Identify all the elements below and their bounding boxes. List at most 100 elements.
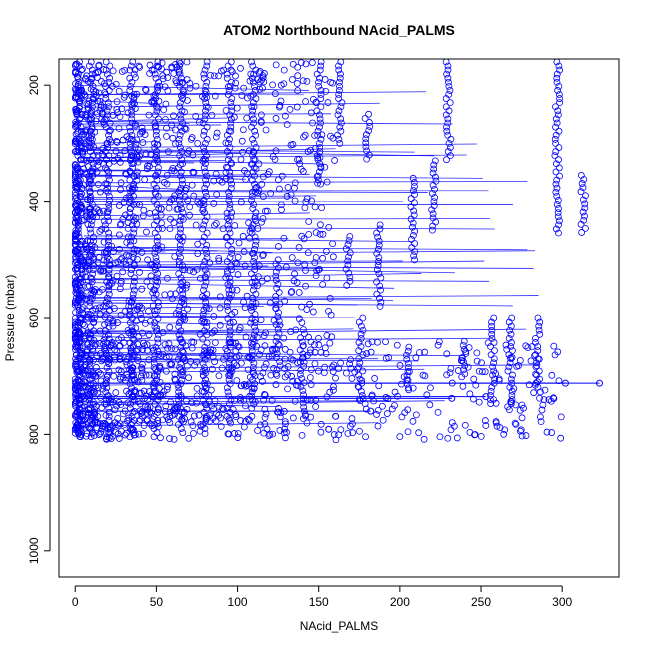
data-point: [105, 266, 113, 274]
data-point: [151, 372, 159, 380]
data-point: [376, 294, 383, 302]
data-point: [155, 115, 162, 123]
data-point: [321, 163, 329, 171]
data-point: [90, 318, 98, 326]
data-point: [148, 98, 156, 106]
data-point: [312, 229, 320, 237]
data-point: [150, 346, 158, 354]
data-point: [421, 348, 429, 356]
data-point: [134, 146, 142, 153]
data-point: [274, 325, 282, 333]
data-point: [108, 82, 116, 90]
data-point: [230, 113, 238, 121]
data-point: [443, 156, 450, 164]
data-point: [335, 135, 343, 143]
data-point: [77, 139, 85, 147]
data-point: [249, 148, 257, 155]
data-point: [154, 84, 161, 92]
profile-connector: [87, 117, 232, 123]
data-point: [272, 354, 280, 361]
data-point: [314, 179, 322, 187]
data-point: [336, 123, 344, 131]
data-point: [154, 270, 162, 278]
data-point: [464, 363, 472, 371]
data-point: [222, 345, 230, 352]
data-point: [312, 145, 319, 152]
data-point: [152, 171, 160, 179]
data-point: [178, 347, 186, 355]
data-point: [126, 87, 134, 94]
data-point: [294, 359, 301, 367]
data-point: [206, 259, 214, 267]
data-point: [289, 414, 297, 422]
data-point: [175, 258, 183, 265]
data-point: [226, 323, 233, 331]
data-point: [103, 70, 111, 78]
data-point: [199, 237, 207, 245]
data-point: [411, 183, 418, 190]
data-point: [477, 432, 485, 440]
data-point: [518, 414, 526, 422]
profile-connector: [87, 400, 390, 403]
data-point: [117, 373, 124, 381]
data-point: [383, 410, 391, 417]
data-point: [225, 371, 233, 379]
data-point: [337, 70, 344, 78]
data-point: [210, 312, 218, 320]
data-point: [293, 279, 301, 286]
data-point: [296, 371, 304, 378]
data-point: [104, 99, 112, 107]
data-point: [201, 258, 209, 265]
data-point: [213, 129, 221, 137]
data-point: [553, 70, 561, 78]
data-point: [211, 221, 218, 229]
data-point: [179, 286, 186, 294]
data-point: [260, 70, 268, 77]
data-point: [169, 134, 177, 142]
data-point: [212, 133, 220, 141]
x-tick-label: 50: [150, 595, 164, 609]
data-point: [362, 139, 370, 147]
data-point: [200, 144, 208, 151]
data-point: [82, 432, 90, 440]
data-point: [228, 249, 236, 257]
data-point: [126, 194, 134, 202]
data-point: [134, 354, 142, 362]
data-point: [154, 158, 162, 165]
data-point: [127, 127, 134, 135]
data-point: [250, 119, 258, 127]
data-point: [177, 115, 185, 123]
data-point: [154, 423, 162, 431]
data-point: [227, 159, 235, 167]
data-point: [202, 415, 210, 422]
data-point: [237, 198, 245, 206]
data-point: [300, 403, 308, 411]
data-point: [73, 265, 81, 272]
data-point: [81, 262, 89, 270]
data-point: [301, 261, 309, 269]
data-point: [225, 83, 232, 91]
data-point: [203, 349, 210, 357]
data-point: [349, 429, 357, 437]
data-point: [177, 380, 185, 388]
data-point: [215, 403, 223, 410]
data-point: [250, 201, 257, 208]
data-point: [174, 233, 182, 241]
data-point: [255, 69, 263, 77]
data-point: [203, 249, 211, 257]
data-point: [252, 188, 259, 196]
data-point: [287, 191, 295, 199]
data-point: [511, 419, 519, 427]
data-point: [373, 278, 381, 286]
data-point: [299, 395, 307, 403]
data-point: [87, 127, 95, 135]
data-point: [132, 324, 140, 332]
data-point: [415, 429, 423, 437]
data-point: [216, 304, 224, 312]
data-point: [579, 196, 587, 204]
data-point: [94, 259, 102, 266]
data-point: [130, 172, 138, 180]
data-point: [72, 329, 79, 337]
data-point: [127, 237, 134, 245]
data-point: [105, 286, 113, 294]
